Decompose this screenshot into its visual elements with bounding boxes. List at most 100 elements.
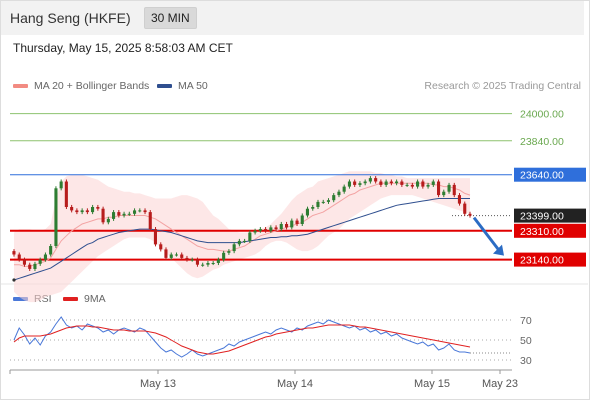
timeframe-button[interactable]: 30 MIN	[144, 7, 197, 29]
candle-body	[274, 227, 278, 230]
candle	[101, 206, 105, 225]
rsi-level-label: 50	[520, 335, 532, 347]
candle-body	[374, 178, 378, 182]
legend-bollinger: MA 20 + Bollinger Bands	[13, 80, 149, 92]
candle-body	[96, 207, 100, 209]
candle	[59, 179, 63, 191]
candle	[279, 221, 283, 232]
ma50-start-dot	[12, 278, 16, 282]
ma20-line	[14, 182, 471, 267]
candle	[353, 179, 357, 187]
candle-body	[305, 208, 309, 216]
candle-body	[468, 213, 472, 216]
candle	[368, 176, 372, 184]
legend-bollinger-swatch	[13, 84, 28, 88]
candle	[216, 257, 220, 266]
candle-body	[243, 240, 247, 242]
candle	[442, 189, 446, 198]
candle-body	[316, 201, 320, 207]
candle-body	[337, 191, 341, 196]
x-tick-label: May 14	[277, 378, 313, 390]
candle	[347, 179, 351, 189]
candle	[138, 208, 142, 213]
candle-body	[106, 218, 110, 223]
projection-arrow-shaft	[472, 216, 502, 253]
candle-body	[395, 181, 399, 184]
price-label-box	[514, 167, 586, 182]
candle-body	[290, 220, 294, 228]
candle	[174, 252, 178, 257]
bollinger-band	[14, 171, 470, 303]
candle	[148, 210, 152, 232]
candle	[106, 216, 110, 225]
candle-body	[384, 181, 388, 185]
candle-body	[368, 178, 372, 182]
candle-body	[22, 259, 26, 265]
candle	[326, 198, 330, 204]
candle	[112, 210, 116, 221]
candle	[54, 186, 58, 249]
credit-text: Research © 2025 Trading Central	[424, 80, 581, 92]
candle	[410, 182, 414, 189]
candle	[28, 262, 32, 271]
candle-body	[133, 210, 137, 214]
candle-body	[117, 212, 121, 216]
candle	[321, 199, 325, 204]
candle	[258, 227, 262, 233]
price-level-label: 23140.00	[520, 255, 564, 267]
candle	[358, 181, 362, 187]
candle	[43, 252, 47, 262]
legend-ma50: MA 50	[157, 80, 208, 92]
candle	[190, 257, 194, 262]
price-level-label: 23399.00	[520, 211, 564, 223]
price-label-box	[514, 252, 586, 267]
candle	[49, 244, 53, 257]
candle	[305, 206, 309, 218]
candle-body	[164, 249, 168, 258]
candle-body	[431, 181, 435, 185]
candle-body	[353, 181, 357, 185]
candle	[143, 208, 147, 215]
candle	[457, 193, 461, 206]
candle	[185, 255, 189, 262]
candle	[91, 204, 95, 215]
candle-body	[216, 259, 220, 263]
candle-body	[195, 259, 199, 265]
candle-body	[342, 186, 346, 192]
candle-body	[389, 181, 393, 184]
candle-body	[379, 181, 383, 185]
candle-body	[437, 181, 441, 196]
candle-body	[285, 224, 289, 228]
candle	[426, 182, 430, 189]
price-label-box	[514, 208, 586, 223]
candle	[96, 204, 100, 211]
candle	[17, 252, 21, 262]
candle-body	[174, 254, 178, 256]
candle-body	[38, 259, 42, 264]
price-label-box	[514, 223, 586, 238]
candle-body	[410, 184, 414, 187]
candle-body	[64, 181, 68, 207]
candle-body	[85, 210, 89, 213]
candle-body	[75, 210, 79, 213]
candle-body	[253, 230, 257, 233]
candle-body	[363, 181, 367, 184]
x-tick-label: May 23	[482, 378, 518, 390]
candle-body	[59, 181, 63, 189]
candle	[269, 225, 273, 233]
candle	[295, 218, 299, 226]
candle-body	[28, 264, 32, 269]
candle-body	[358, 183, 362, 185]
candle	[379, 179, 383, 187]
candle-body	[185, 257, 189, 260]
price-level-label: 23640.00	[520, 170, 564, 182]
candle-body	[112, 212, 116, 219]
candle-body	[347, 181, 351, 187]
candle-body	[442, 191, 446, 196]
candle	[22, 257, 26, 267]
candle-body	[180, 254, 184, 258]
candle	[80, 208, 84, 215]
candle-body	[80, 210, 84, 213]
candle-body	[311, 207, 315, 209]
candle-body	[237, 240, 241, 245]
